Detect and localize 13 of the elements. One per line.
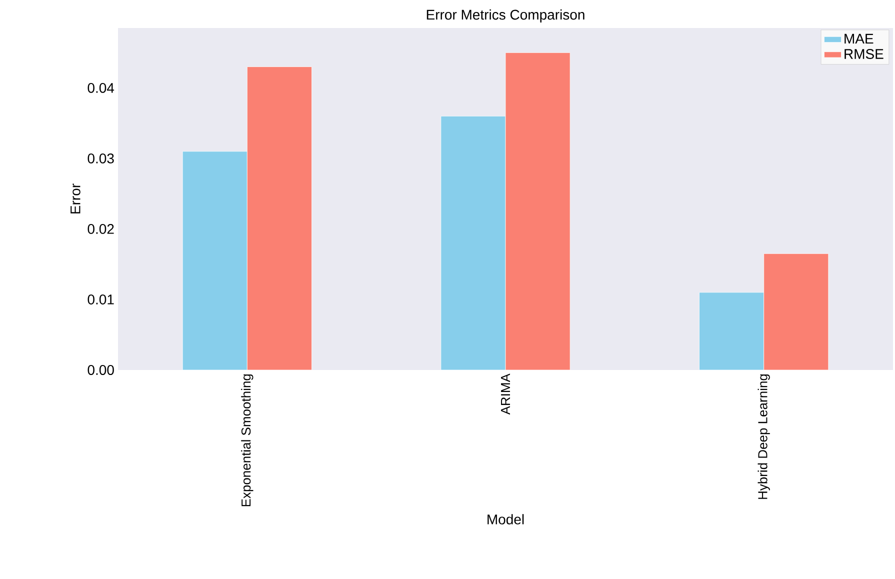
y-axis-title: Error bbox=[70, 184, 80, 214]
chart-title: Error Metrics Comparison bbox=[426, 9, 584, 22]
y-tick-label: 0.04 bbox=[88, 82, 114, 93]
x-tick-label: Hybrid Deep Learning bbox=[758, 374, 770, 499]
x-axis-title: Model bbox=[488, 514, 524, 524]
y-tick-label: 0.01 bbox=[88, 294, 114, 304]
legend-label: MAE bbox=[844, 34, 874, 44]
legend-label: RMSE bbox=[844, 49, 884, 59]
x-tick-label: Exponential Smoothing bbox=[241, 374, 254, 506]
y-tick-label: 0.00 bbox=[88, 365, 114, 375]
y-tick-label: 0.02 bbox=[88, 224, 114, 234]
y-tick-label: 0.03 bbox=[88, 153, 114, 164]
x-tick-label: ARIMA bbox=[501, 374, 510, 415]
